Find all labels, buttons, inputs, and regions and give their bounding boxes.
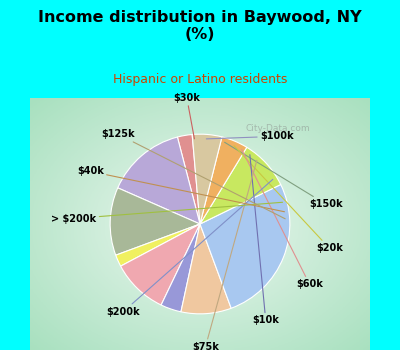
Text: $10k: $10k <box>250 155 279 326</box>
Wedge shape <box>200 184 290 308</box>
Wedge shape <box>200 147 281 224</box>
Wedge shape <box>200 137 247 224</box>
Text: $60k: $60k <box>242 149 323 289</box>
Wedge shape <box>192 134 222 224</box>
Text: $75k: $75k <box>192 160 257 350</box>
Text: $150k: $150k <box>224 142 343 209</box>
Text: Income distribution in Baywood, NY
(%): Income distribution in Baywood, NY (%) <box>38 10 362 42</box>
Wedge shape <box>177 134 200 224</box>
Wedge shape <box>161 224 200 312</box>
Text: $20k: $20k <box>234 146 343 253</box>
Text: $30k: $30k <box>174 93 200 139</box>
Text: > $200k: > $200k <box>52 202 282 224</box>
Wedge shape <box>121 224 200 305</box>
Text: $40k: $40k <box>77 166 284 212</box>
Text: $100k: $100k <box>206 131 294 141</box>
Text: City-Data.com: City-Data.com <box>246 124 310 133</box>
Wedge shape <box>118 137 200 224</box>
Text: $200k: $200k <box>106 180 273 317</box>
Text: Hispanic or Latino residents: Hispanic or Latino residents <box>113 73 287 86</box>
Wedge shape <box>181 224 231 314</box>
Wedge shape <box>110 188 200 255</box>
Wedge shape <box>116 224 200 266</box>
Text: $125k: $125k <box>101 129 285 219</box>
